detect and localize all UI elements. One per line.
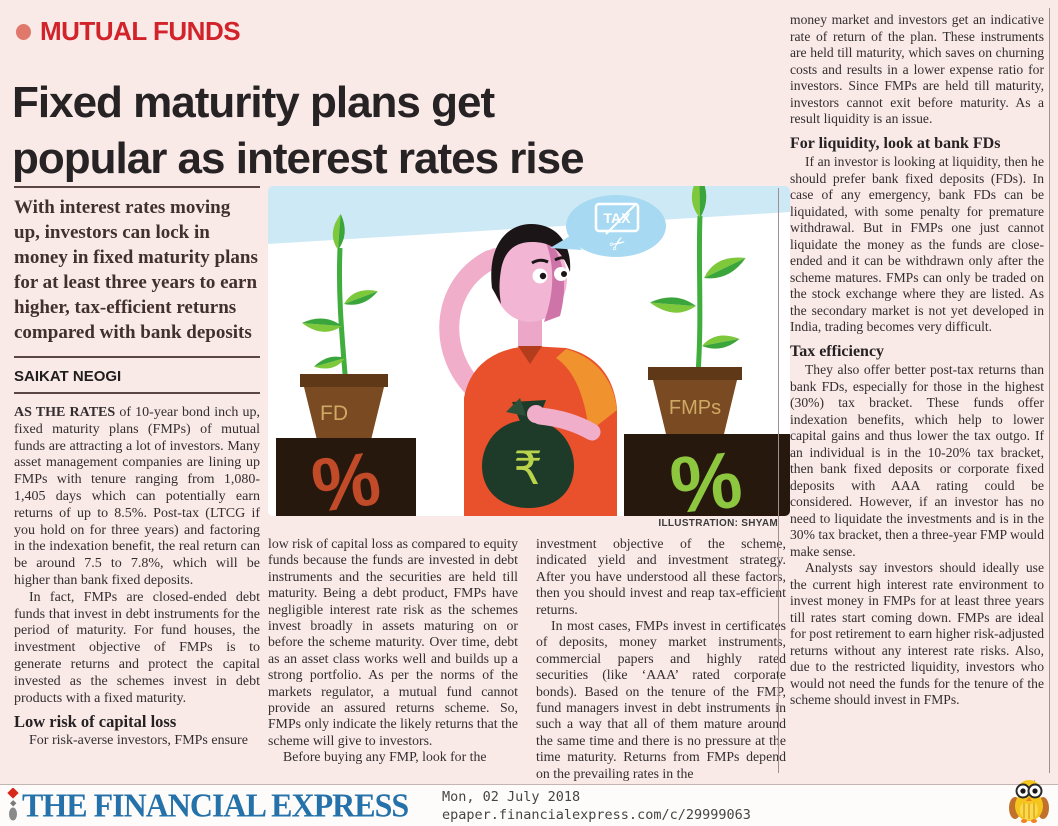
- section-label: MUTUAL FUNDS: [40, 16, 241, 46]
- fmps-percent: %: [666, 435, 746, 516]
- fd-label: FD: [320, 402, 348, 425]
- fmps-plant: [648, 186, 749, 375]
- fd-ground-block: %: [276, 436, 416, 516]
- subhead-tax-efficiency: Tax efficiency: [790, 342, 885, 360]
- column-3: investment objective of the scheme, indi…: [536, 536, 786, 782]
- fmps-pot: FMPs: [648, 367, 742, 434]
- paragraph: In most cases, FMPs invest in certificat…: [536, 618, 786, 781]
- column-divider: [778, 188, 779, 773]
- byline: SAIKAT NEOGI: [14, 368, 122, 385]
- bullet-dot-icon: [16, 23, 31, 40]
- body-text-col1: AS THE RATES of 10-year bond inch up, fi…: [14, 405, 260, 750]
- illustration-credit: ILLUSTRATION: SHYAM: [658, 518, 778, 529]
- section-kicker: MUTUAL FUNDS: [16, 16, 241, 47]
- footer-date: Mon, 02 July 2018: [442, 789, 581, 805]
- paragraph: investment objective of the scheme, indi…: [536, 536, 786, 617]
- fd-pot: FD: [300, 374, 388, 440]
- masthead: THE FINANCIAL EXPRESS: [22, 786, 409, 824]
- illustration-svg: FD % FMPs %: [268, 186, 790, 516]
- tax-bubble: TAX ✂: [550, 195, 666, 258]
- column-1: With interest rates moving up, investors…: [14, 186, 260, 750]
- paragraph: low risk of capital loss as compared to …: [268, 536, 518, 748]
- subhead-low-risk: Low risk of capital loss: [14, 712, 177, 732]
- standfirst: With interest rates moving up, investors…: [14, 197, 258, 343]
- column-4: money market and investors get an indica…: [790, 12, 1044, 778]
- paragraph: Analysts say investors should ideally us…: [790, 560, 1044, 707]
- paragraph: AS THE RATES of 10-year bond inch up, fi…: [14, 405, 260, 590]
- epaper-footer: THE FINANCIAL EXPRESS Mon, 02 July 2018 …: [0, 780, 1058, 826]
- epaper-url-link[interactable]: epaper.financialexpress.com/c/29999063: [442, 807, 751, 823]
- fmps-label: FMPs: [669, 397, 721, 419]
- fmps-ground-block: %: [624, 434, 790, 516]
- headline-line-1: Fixed maturity plans get: [12, 78, 495, 128]
- footer-meta: Mon, 02 July 2018 epaper.financialexpres…: [442, 788, 751, 824]
- fd-plant: [301, 213, 380, 387]
- owl-mascot-icon: [1009, 780, 1049, 823]
- paragraph: For risk-averse investors, FMPs ensure: [29, 733, 248, 749]
- paragraph: They also offer better post-tax returns …: [790, 362, 1044, 559]
- body-text-col2: low risk of capital loss as compared to …: [268, 536, 518, 766]
- paragraph: If an investor is looking at liquidity, …: [790, 154, 1044, 334]
- lead-in: AS THE RATES: [14, 405, 116, 420]
- divider: [14, 186, 260, 188]
- man-figure: ₹: [439, 224, 617, 516]
- paragraph: In fact, FMPs are closed-ended debt fund…: [14, 589, 260, 706]
- subhead-liquidity: For liquidity, look at bank FDs: [790, 134, 1001, 152]
- article-headline: Fixed maturity plans get popular as inte…: [12, 75, 762, 187]
- paragraph: Before buying any FMP, look for the: [283, 749, 487, 765]
- illustration: FD % FMPs %: [268, 186, 790, 516]
- body-text-col3: investment objective of the scheme, indi…: [536, 536, 786, 782]
- column-2: low risk of capital loss as compared to …: [268, 536, 518, 782]
- divider: [14, 392, 260, 394]
- sky-band: [268, 186, 790, 244]
- paragraph-text: of 10-year bond inch up, fixed maturity …: [14, 405, 260, 588]
- paragraph: money market and investors get an indica…: [790, 12, 1044, 126]
- page-edge-rule: [1049, 8, 1050, 773]
- divider: [14, 356, 260, 358]
- rupee-symbol: ₹: [513, 441, 542, 495]
- financial-express-logo-icon: [7, 788, 19, 821]
- headline-line-2: popular as interest rates rise: [12, 134, 585, 184]
- fd-percent: %: [307, 436, 386, 516]
- tax-label: TAX: [604, 210, 632, 226]
- body-text-col4: money market and investors get an indica…: [790, 12, 1044, 709]
